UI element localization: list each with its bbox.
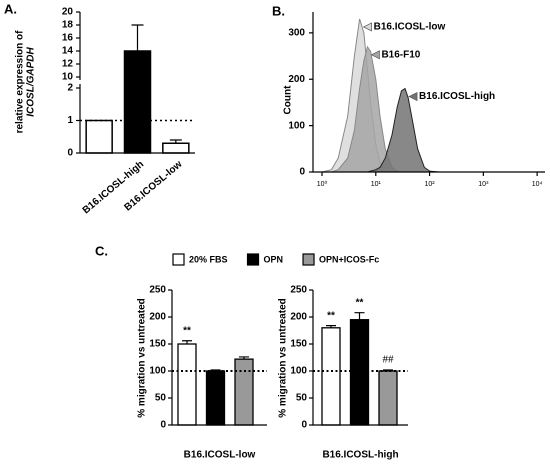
y-tick-label: 50 xyxy=(296,393,308,404)
x-tick-label: 10¹ xyxy=(371,181,382,188)
significance-label: ** xyxy=(356,297,364,308)
bar xyxy=(234,358,254,426)
bar xyxy=(85,119,113,154)
legend-label: OPN xyxy=(264,254,284,264)
legend-label: OPN+ICOS-Fc xyxy=(319,254,379,264)
significance-label: ## xyxy=(383,353,395,365)
y-tick-label: 250 xyxy=(149,285,166,296)
significance-label: ** xyxy=(183,325,191,336)
error-bar xyxy=(239,356,249,360)
x-tick-label: 10³ xyxy=(478,181,489,188)
y-tick-label: 100 xyxy=(149,366,166,377)
legend-marker xyxy=(408,91,418,102)
axes xyxy=(171,290,267,426)
x-tick-label: 10² xyxy=(425,181,436,188)
y-tick-label: 50 xyxy=(155,393,167,404)
panel-label: A. xyxy=(4,1,17,16)
y-tick-label: 150 xyxy=(290,339,307,350)
y-tick-label: 0 xyxy=(67,148,73,159)
significance-label: ** xyxy=(327,310,335,321)
y-tick-label: 12 xyxy=(62,59,74,70)
x-category-label: B16.ICOSL-low xyxy=(184,450,256,461)
y-tick-label: 200 xyxy=(149,312,166,323)
x-category-label: B16.ICOSL-high xyxy=(322,450,398,461)
y-tick-label: 0 xyxy=(301,420,307,431)
bar xyxy=(321,327,341,426)
y-axis-label: relative expression of xyxy=(15,30,26,133)
y-tick-label: 20 xyxy=(62,7,74,18)
x-tick-label: 10⁰ xyxy=(317,180,328,188)
legend-marker xyxy=(370,50,380,60)
x-tick-label: 10⁴ xyxy=(532,181,543,188)
y-tick-label: 250 xyxy=(290,285,307,296)
y-axis-label: % migration vs untreated xyxy=(278,298,289,417)
panel-label: B. xyxy=(272,3,285,18)
bar xyxy=(123,50,152,154)
y-tick-label: 0 xyxy=(160,420,166,431)
bar xyxy=(162,142,190,154)
legend-label: B16.ICOSL-high xyxy=(419,91,495,102)
y-tick-label: 100 xyxy=(290,366,307,377)
y-tick-label: 16 xyxy=(62,33,74,44)
y-axis-label: % migration vs untreated xyxy=(137,298,148,417)
legend-swatch xyxy=(172,253,185,266)
y-tick-label: 18 xyxy=(62,20,74,31)
axes xyxy=(312,290,408,426)
error-bar xyxy=(210,369,221,371)
y-axis-label: ICOSL/GAPDH xyxy=(26,47,37,117)
error-bar xyxy=(383,369,393,371)
y-tick-label: 10 xyxy=(62,72,74,83)
y-tick-label: 300 xyxy=(288,28,305,39)
y-tick-label: 1 xyxy=(67,115,73,126)
y-tick-label: 14 xyxy=(62,46,74,57)
legend-label: B16-F10 xyxy=(381,49,420,60)
error-bar xyxy=(182,340,192,344)
bar xyxy=(349,319,370,426)
error-bar xyxy=(354,312,365,320)
y-tick-label: 100 xyxy=(288,120,305,131)
legend-swatch xyxy=(302,253,315,266)
error-bar xyxy=(326,325,336,328)
legend-label: 20% FBS xyxy=(189,254,228,264)
y-tick-label: 150 xyxy=(149,339,166,350)
bar xyxy=(177,343,197,426)
y-tick-label: 200 xyxy=(290,312,307,323)
panel-label: C. xyxy=(95,243,108,258)
y-tick-label: 200 xyxy=(288,74,305,85)
y-tick-label: 2 xyxy=(67,83,73,94)
legend-swatch xyxy=(246,253,260,266)
error-bar xyxy=(169,139,182,144)
bar xyxy=(205,370,226,426)
bar xyxy=(378,370,398,426)
legend-label: B16.ICOSL-low xyxy=(374,22,446,33)
legend-marker xyxy=(362,22,372,32)
y-tick-label: 0 xyxy=(299,167,305,178)
y-axis-label: Count xyxy=(283,85,294,115)
error-bar xyxy=(131,24,144,51)
